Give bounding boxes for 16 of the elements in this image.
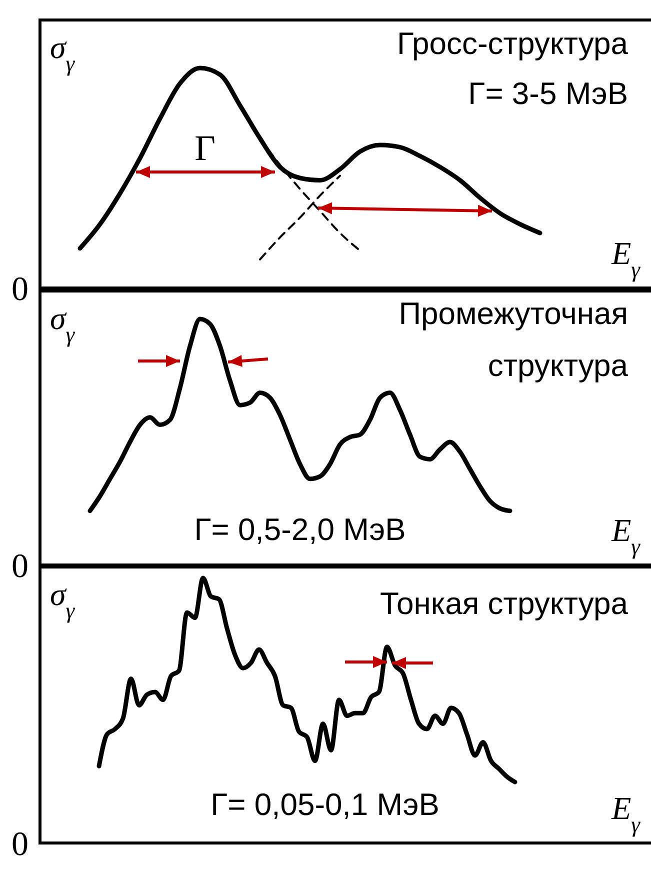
y-axis-title: σ$_{γ}$ bbox=[50, 29, 76, 76]
chart-subtitle: Γ= 3-5 МэВ bbox=[468, 76, 628, 111]
x-axis-title: E$_{γ}$ bbox=[610, 235, 642, 282]
text: 0 bbox=[12, 826, 28, 863]
x-axis-title: E$_{γ}$ bbox=[610, 512, 642, 558]
text: Γ= 0,5-2,0 МэВ bbox=[194, 512, 406, 547]
chart-title: Тонкая структура bbox=[380, 586, 629, 621]
text: 0 bbox=[12, 548, 28, 585]
annotation: Γ bbox=[194, 128, 216, 168]
text: 0 bbox=[12, 271, 28, 308]
chart-title: Промежуточная структура bbox=[398, 296, 629, 383]
chart-title: Гросс-структура bbox=[396, 26, 629, 61]
text: Γ= 0,05-0,1 МэВ bbox=[210, 787, 440, 822]
y-axis-title: σ$_{γ}$ bbox=[50, 300, 76, 346]
y-axis-title: σ$_{γ}$ bbox=[50, 576, 76, 622]
x-axis-title: E$_{γ}$ bbox=[610, 790, 642, 836]
